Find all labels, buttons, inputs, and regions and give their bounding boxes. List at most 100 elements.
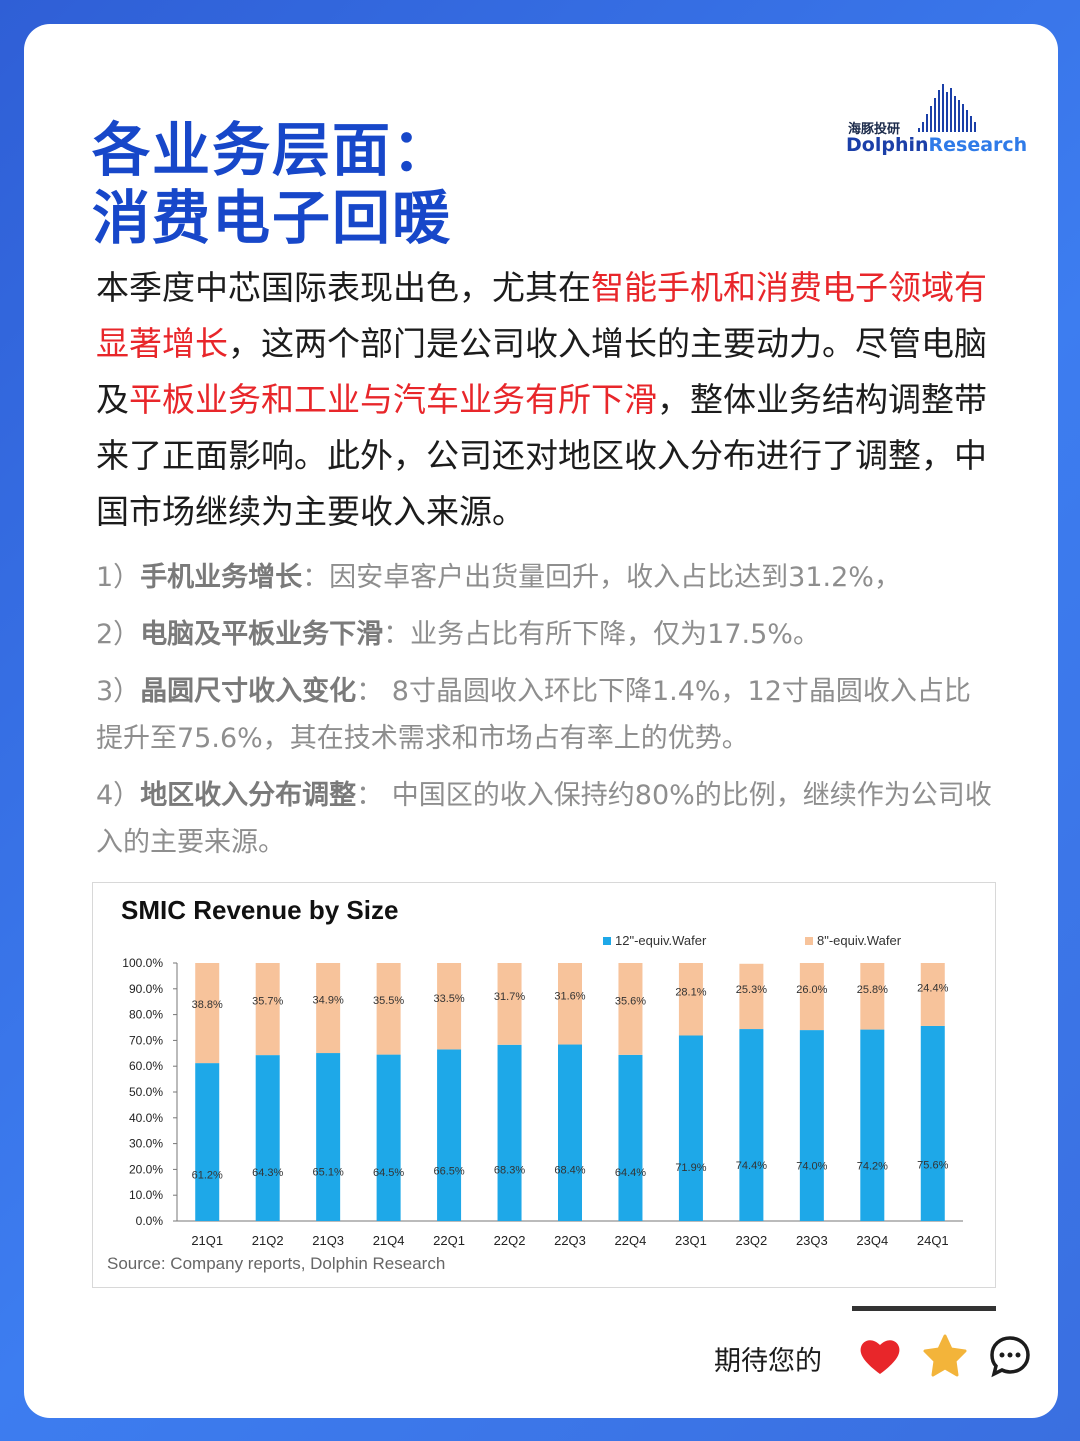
point-body: ：因安卓客户出货量回升，收入占比达到31.2%， <box>302 562 901 593</box>
bar-8inch <box>195 963 220 1064</box>
data-label: 74.2% <box>857 1160 888 1172</box>
bar-12inch <box>678 1035 703 1221</box>
x-tick-label: 24Q1 <box>917 1233 949 1248</box>
bar-12inch <box>195 1063 220 1221</box>
x-tick-label: 22Q1 <box>433 1233 465 1248</box>
point-head: 晶圆尺寸收入变化 <box>140 676 357 707</box>
y-tick-label: 0.0% <box>136 1214 164 1228</box>
legend-swatch <box>603 937 611 945</box>
intro-seg-4: ，整体业务结构调整带来了正面影响。此外，公司还对地区收入分布进行了调整，中国市场… <box>96 380 987 531</box>
bar-8inch <box>558 963 582 1045</box>
data-label: 61.2% <box>192 1169 223 1181</box>
bar-8inch <box>255 963 280 1056</box>
x-tick-label: 21Q2 <box>252 1233 284 1248</box>
bar-8inch <box>437 963 462 1050</box>
bar-12inch <box>739 1029 764 1221</box>
bar-12inch <box>497 1044 522 1221</box>
point-num: 1） <box>96 562 141 593</box>
bar-8inch <box>799 963 824 1031</box>
data-label: 66.5% <box>433 1166 464 1178</box>
chart-svg: SMIC Revenue by Size 12"-equiv.Wafer 8"-eq… <box>107 895 963 1273</box>
bar-8inch <box>860 963 885 1030</box>
point-body: ：业务占比有所下降，仅为17.5%。 <box>383 619 820 650</box>
logo-cn-text: 海豚投研 <box>848 122 901 137</box>
y-tick-label: 20.0% <box>129 1162 163 1176</box>
revenue-by-size-chart: SMIC Revenue by Size 12"-equiv.Wafer 8"-eq… <box>92 882 996 1288</box>
bar-12inch <box>920 1025 945 1221</box>
logo-en-text: DolphinResearch <box>846 134 1027 156</box>
intro-seg-3: 平板业务和工业与汽车业务有所下滑 <box>129 380 657 419</box>
x-tick-label: 22Q2 <box>494 1233 526 1248</box>
bar-8inch <box>678 963 703 1036</box>
bar-12inch <box>799 1030 824 1221</box>
bar-8inch <box>316 963 341 1054</box>
bar-8inch <box>920 963 945 1026</box>
point-head: 手机业务增长 <box>140 562 303 593</box>
heart-icon[interactable] <box>858 1336 902 1380</box>
y-tick-label: 100.0% <box>122 956 163 970</box>
x-tick-label: 23Q1 <box>675 1233 707 1248</box>
x-tick-label: 21Q3 <box>312 1233 344 1248</box>
data-label: 28.1% <box>675 987 706 999</box>
legend-label: 12"-equiv.Wafer <box>615 933 707 948</box>
logo-en-a: Dolphin <box>846 134 929 156</box>
intro-seg-1: 智能手机和消费电子领域有显著增长 <box>96 268 987 363</box>
title-line-1: 各业务层面： <box>92 116 453 184</box>
page-title: 各业务层面： 消费电子回暖 <box>92 116 452 252</box>
bar-12inch <box>437 1049 462 1221</box>
logo-en-b: Research <box>928 134 1028 156</box>
y-tick-label: 90.0% <box>129 982 163 996</box>
data-label: 24.4% <box>917 982 948 994</box>
x-tick-label: 21Q4 <box>373 1233 405 1248</box>
footer-divider <box>852 1306 996 1311</box>
data-label: 34.9% <box>313 995 344 1007</box>
bar-8inch <box>739 963 764 1030</box>
data-label: 65.1% <box>313 1167 344 1179</box>
intro-paragraph: 本季度中芯国际表现出色，尤其在智能手机和消费电子领域有显著增长，这两个部门是公司… <box>96 260 996 540</box>
data-label: 74.0% <box>796 1160 827 1172</box>
y-tick-label: 40.0% <box>129 1111 163 1125</box>
data-label: 64.3% <box>252 1167 283 1179</box>
data-label: 25.3% <box>736 984 767 996</box>
title-line-2: 消费电子回暖 <box>92 184 453 252</box>
point-head: 地区收入分布调整 <box>140 780 357 811</box>
footer-actions: 期待您的 <box>714 1332 1032 1384</box>
chart-title: SMIC Revenue by Size <box>121 895 398 925</box>
point-num: 3） <box>96 676 141 707</box>
bar-12inch <box>860 1029 885 1221</box>
data-label: 31.7% <box>494 991 525 1003</box>
intro-seg-2: ，这两个部门是公司收入增长的主要动力。尽管电脑及 <box>96 324 987 419</box>
y-tick-label: 80.0% <box>129 1008 163 1022</box>
point-num: 2） <box>96 619 141 650</box>
bar-12inch <box>376 1054 401 1221</box>
star-icon[interactable] <box>922 1334 968 1382</box>
list-item: 4）地区收入分布调整： 中国区的收入保持约80%的比例，继续作为公司收入的主要来… <box>96 772 996 866</box>
x-tick-label: 22Q4 <box>615 1233 647 1248</box>
x-tick-label: 23Q4 <box>856 1233 888 1248</box>
list-item: 2）电脑及平板业务下滑：业务占比有所下降，仅为17.5%。 <box>96 611 996 658</box>
x-tick-label: 22Q3 <box>554 1233 586 1248</box>
list-item: 3）晶圆尺寸收入变化： 8寸晶圆收入环比下降1.4%，12寸晶圆收入占比提升至7… <box>96 668 996 762</box>
bar-12inch <box>255 1055 280 1221</box>
point-head: 电脑及平板业务下滑 <box>140 619 384 650</box>
bar-12inch <box>618 1054 643 1221</box>
bar-8inch <box>376 963 401 1055</box>
legend-label: 8"-equiv.Wafer <box>817 933 902 948</box>
data-label: 38.8% <box>192 999 223 1011</box>
y-tick-label: 60.0% <box>129 1059 163 1073</box>
bar-8inch <box>618 963 643 1055</box>
bar-12inch <box>558 1044 582 1221</box>
data-label: 31.6% <box>554 991 585 1003</box>
data-label: 35.6% <box>615 995 646 1007</box>
point-body: ： 8寸晶圆收入环比下降1.4%，12寸晶圆收入占比提升至75.6%，其在技术需… <box>96 676 971 754</box>
point-num: 4） <box>96 780 141 811</box>
data-label: 25.8% <box>857 984 888 996</box>
data-label: 35.7% <box>252 995 283 1007</box>
footer-text: 期待您的 <box>714 1345 822 1377</box>
data-label: 68.3% <box>494 1164 525 1176</box>
data-label: 64.4% <box>615 1167 646 1179</box>
x-tick-label: 23Q3 <box>796 1233 828 1248</box>
content-card: 各业务层面： 消费电子回暖 海豚投研 DolphinResearch 本季度中芯… <box>24 24 1058 1418</box>
y-tick-label: 30.0% <box>129 1137 163 1151</box>
comment-icon[interactable] <box>988 1334 1032 1382</box>
